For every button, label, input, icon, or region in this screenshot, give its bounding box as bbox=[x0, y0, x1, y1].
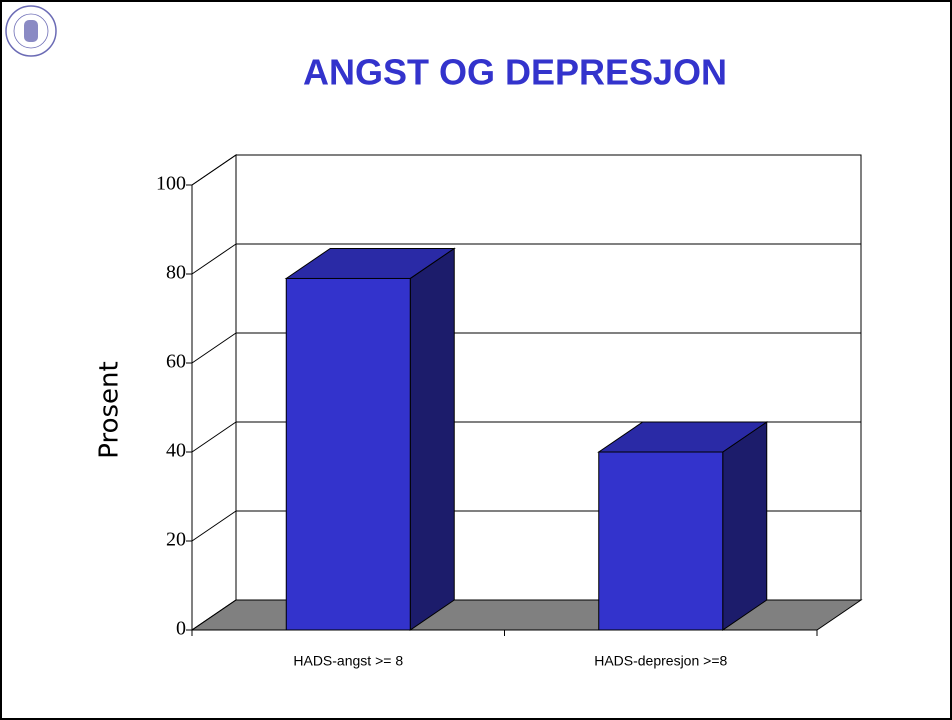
logo bbox=[5, 5, 57, 57]
x-tick-label: HADS-depresjon >=8 bbox=[594, 653, 727, 669]
grid-line-side bbox=[191, 154, 237, 186]
side-wall bbox=[191, 154, 237, 631]
y-tick-label: 0 bbox=[176, 618, 186, 640]
y-axis-label: Prosent bbox=[95, 361, 125, 458]
grid-line-side bbox=[191, 599, 237, 631]
bar bbox=[598, 451, 724, 631]
grid-line-side bbox=[191, 243, 237, 275]
grid-line-side bbox=[191, 332, 237, 364]
grid-line-side bbox=[191, 510, 237, 542]
y-tick-label: 20 bbox=[166, 529, 186, 551]
y-tick-label: 60 bbox=[166, 351, 186, 373]
grid-line-side bbox=[191, 421, 237, 453]
x-tick-label: HADS-angst >= 8 bbox=[293, 653, 403, 669]
y-tick-label: 80 bbox=[166, 262, 186, 284]
bar-side bbox=[409, 247, 455, 631]
y-tick-label: 40 bbox=[166, 440, 186, 462]
bar bbox=[285, 277, 411, 631]
y-tick-label: 100 bbox=[156, 173, 186, 195]
bar-side bbox=[722, 421, 768, 631]
chart-title: ANGST OG DEPRESJON bbox=[303, 52, 727, 93]
